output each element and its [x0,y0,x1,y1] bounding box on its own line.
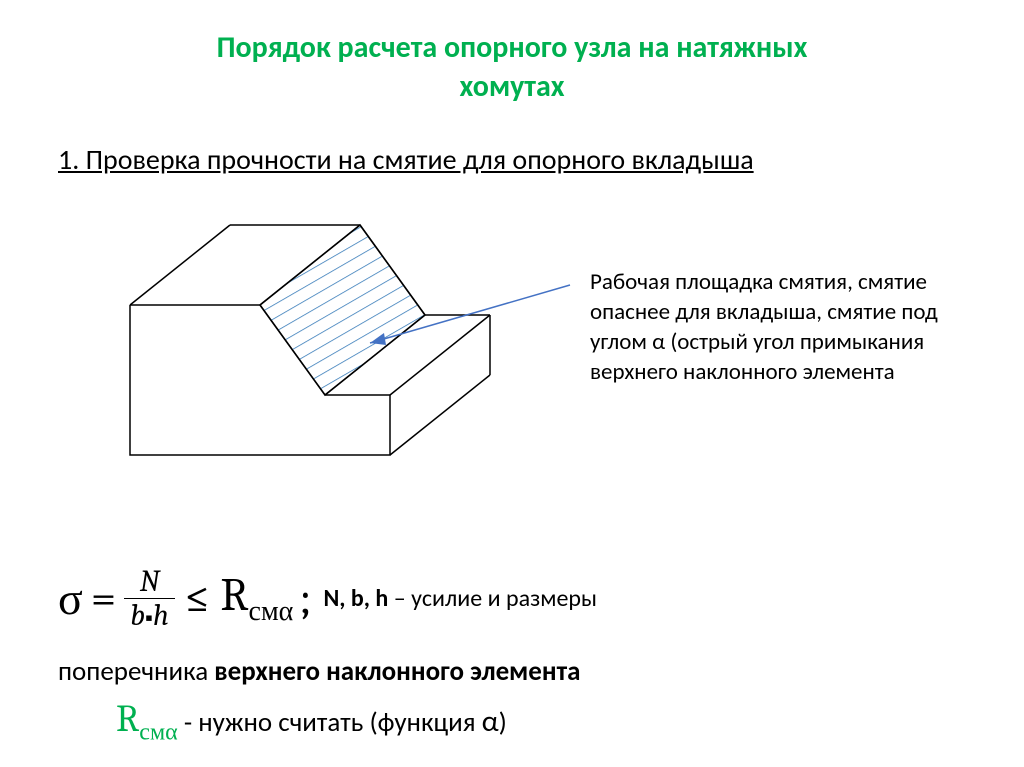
r-green: Rсмα [116,697,178,741]
explain-inline: N, b, h – усилие и размеры [324,584,598,613]
page-title: Порядок расчета опорного узла на натяжны… [0,28,1024,106]
sigma-symbol: σ [58,572,83,626]
leq-sign: ≤ [185,572,210,625]
fraction: N b▪h [124,565,175,632]
diagram-annotation: Рабочая площадка смятия, смятие опаснее … [590,268,990,388]
r-term: Rсмα [220,569,293,628]
numerator: N [134,565,166,598]
section-heading: 1. Проверка прочности на смятие для опор… [58,142,754,177]
title-line-1: Порядок расчета опорного узла на натяжны… [217,29,808,66]
title-line-2: хомутах [460,68,565,105]
equals-sign: = [91,572,116,625]
explain-line-3: Rсмα - нужно считать (функция α) [116,697,507,747]
semicolon: ; [299,572,311,625]
denominator: b▪h [124,598,175,632]
formula: σ = N b▪h ≤ Rсмα ; N, b, h – усилие и ра… [58,565,597,632]
explain-line-2: поперечника верхнего наклонного элемента [58,655,580,688]
block-diagram [110,205,600,525]
